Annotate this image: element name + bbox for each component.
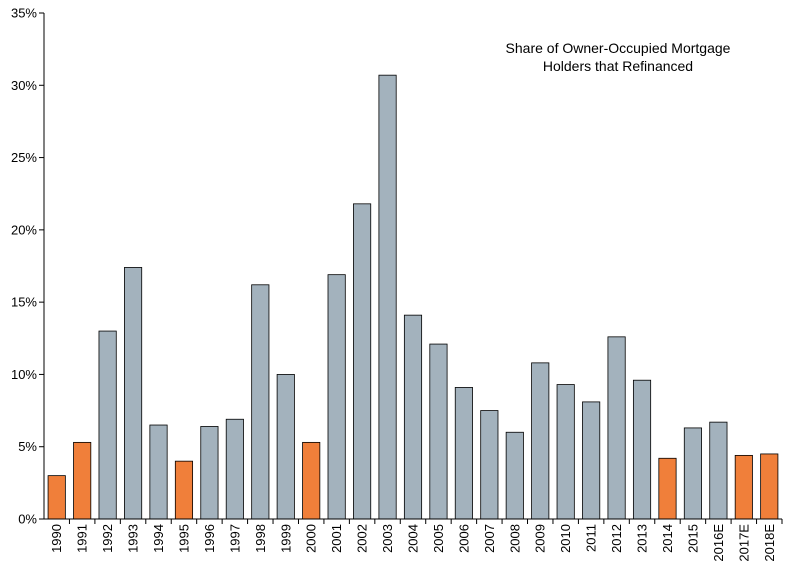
x-tick-label-1997: 1997 xyxy=(227,524,242,553)
bar-2001 xyxy=(327,274,346,520)
x-tick-label-2009: 2009 xyxy=(533,524,548,553)
bar-2007 xyxy=(480,410,499,520)
bar-2008 xyxy=(505,431,524,520)
bar-2014 xyxy=(658,457,677,520)
x-tick-label-1992: 1992 xyxy=(100,524,115,553)
bar-2011 xyxy=(582,401,601,520)
x-tick-label-2005: 2005 xyxy=(431,524,446,553)
x-tick-label-2011: 2011 xyxy=(584,524,599,552)
x-tick-label-1995: 1995 xyxy=(176,524,191,553)
bar-1993 xyxy=(124,267,143,520)
bar-2017E xyxy=(734,454,753,520)
x-tick-label-1998: 1998 xyxy=(253,524,268,553)
bar-1999 xyxy=(276,374,295,520)
bar-2016E xyxy=(709,421,728,520)
x-tick-label-2004: 2004 xyxy=(406,524,421,553)
bar-2005 xyxy=(429,343,448,520)
x-tick-label-2010: 2010 xyxy=(558,524,573,553)
bars xyxy=(47,74,779,520)
bar-1998 xyxy=(251,284,270,520)
x-tick-label-2008: 2008 xyxy=(507,524,522,553)
bar-1996 xyxy=(200,426,219,520)
bar-1992 xyxy=(98,330,117,520)
x-tick-label-2001: 2001 xyxy=(329,524,344,553)
bar-1997 xyxy=(225,418,244,520)
x-tick-label-2002: 2002 xyxy=(355,524,370,553)
bar-1991 xyxy=(73,441,92,520)
bar-2006 xyxy=(454,387,473,520)
y-tick-label: 20% xyxy=(11,222,37,237)
chart-title-line-2: Holders that Refinanced xyxy=(543,58,693,74)
y-tick-label: 15% xyxy=(11,295,37,310)
x-tick-label-1990: 1990 xyxy=(49,524,64,553)
x-tick-label-2016E: 2016E xyxy=(711,524,726,562)
x-tick-label-1999: 1999 xyxy=(278,524,293,553)
y-tick-label: 35% xyxy=(11,6,37,21)
x-tick-label-2015: 2015 xyxy=(685,524,700,553)
x-tick-label-2013: 2013 xyxy=(635,524,650,553)
bar-2000 xyxy=(302,441,321,520)
x-tick-label-1993: 1993 xyxy=(126,524,141,553)
bar-2018E xyxy=(760,453,779,520)
x-tick-label-2017E: 2017E xyxy=(736,524,751,562)
bar-1995 xyxy=(174,460,194,520)
x-tick-label-2003: 2003 xyxy=(380,524,395,553)
bar-2010 xyxy=(556,384,575,520)
bar-2015 xyxy=(683,427,702,520)
x-tick-label-1994: 1994 xyxy=(151,524,166,553)
x-axis: 1990 1991 1992 1993 1994 1995 1996 1997 1998 1999… xyxy=(44,518,783,562)
x-tick-label-2006: 2006 xyxy=(456,524,471,553)
bar-2012 xyxy=(607,336,626,520)
bar-2003 xyxy=(378,74,397,520)
y-tick-label: 5% xyxy=(18,439,37,454)
y-tick-label: 30% xyxy=(11,78,37,93)
y-tick-label: 10% xyxy=(11,367,37,382)
bar-2004 xyxy=(403,314,423,520)
bar-2009 xyxy=(531,362,550,520)
x-tick-label-1996: 1996 xyxy=(202,524,217,553)
x-tick-label-2000: 2000 xyxy=(304,524,319,553)
y-tick-label: 0% xyxy=(18,512,37,527)
bar-1990 xyxy=(47,475,66,520)
bar-1994 xyxy=(149,424,168,520)
bar-2013 xyxy=(632,379,652,520)
bar-2002 xyxy=(353,203,372,520)
x-tick-label-2007: 2007 xyxy=(482,524,497,553)
chart-title-line-1: Share of Owner-Occupied Mortgage xyxy=(506,40,731,56)
x-tick-label-2014: 2014 xyxy=(660,524,675,553)
x-tick-label-2018E: 2018E xyxy=(762,524,777,562)
x-tick-label-1991: 1991 xyxy=(75,524,90,553)
x-tick-label-2012: 2012 xyxy=(609,524,624,553)
y-tick-label: 25% xyxy=(11,150,37,165)
y-axis: 0% 5% 10% 15% 20% 25% 30% 35% xyxy=(11,6,45,527)
